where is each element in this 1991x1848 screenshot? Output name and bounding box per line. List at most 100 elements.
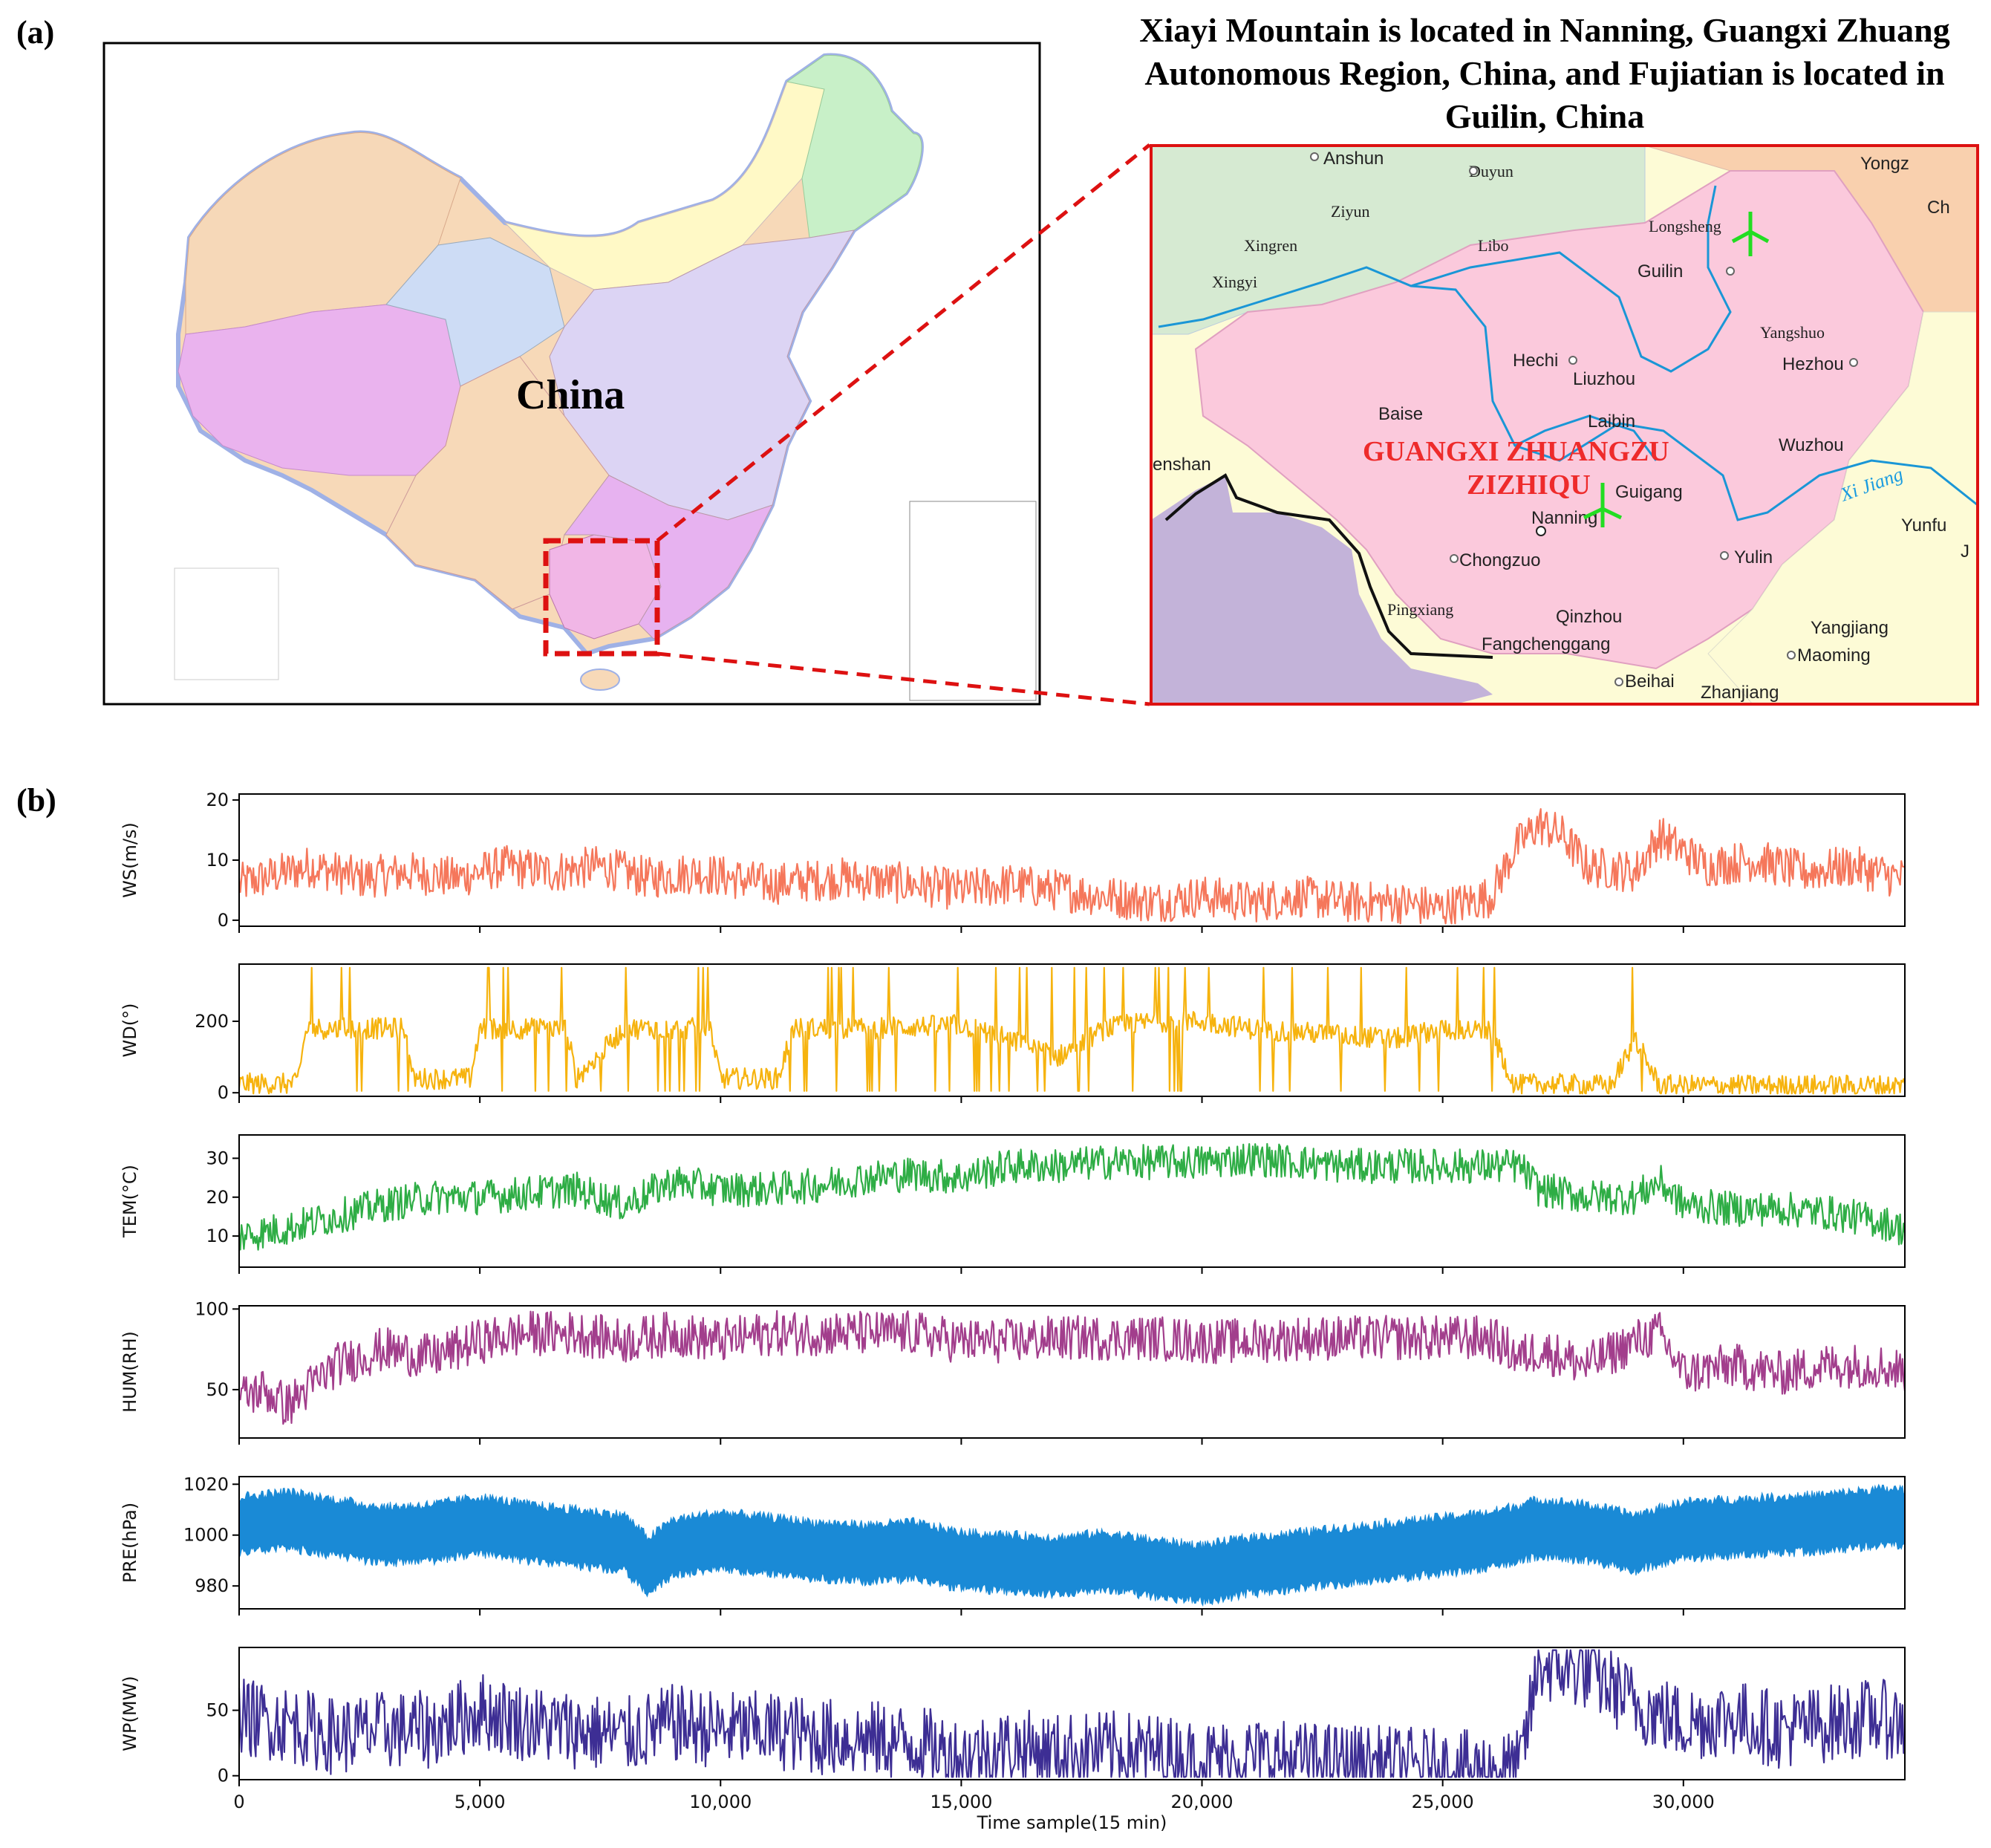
y-tick-label: 50	[206, 1379, 229, 1400]
city-dot	[1849, 358, 1858, 367]
guangdong-region	[1707, 311, 1978, 704]
map-panel: China Anshun Yongz Ch Guilin Hechi Liuzh…	[102, 42, 1979, 706]
x-tick-label: 25,000	[1412, 1792, 1474, 1812]
y-tick-label: 1020	[183, 1474, 229, 1494]
subplot-temc: 10 20 30 TEM(°C)	[120, 1134, 1906, 1274]
subplot-wpmw: 0 50 WP(MW)	[120, 1647, 1906, 1786]
city-label: Libo	[1478, 236, 1509, 255]
city-label: Zhanjiang	[1701, 683, 1779, 703]
x-tick-label: 30,000	[1652, 1792, 1715, 1812]
y-axis-label: PRE(hPa)	[120, 1503, 140, 1583]
city-dot	[1787, 651, 1796, 660]
series-line	[238, 1142, 1906, 1251]
city-label: Yangjiang	[1811, 618, 1889, 638]
axes-frame	[238, 1647, 1906, 1780]
subplot-humrh: 50 100 HUM(RH)	[120, 1298, 1906, 1445]
y-axis-label: HUM(RH)	[120, 1331, 140, 1413]
y-tick-label: 980	[195, 1575, 229, 1596]
city-label: Ziyun	[1331, 202, 1370, 221]
connector-line-bottom	[656, 651, 1150, 706]
y-tick-label: 0	[218, 1766, 229, 1786]
subplot-wsms: 0 10 20 WS(m/s)	[120, 790, 1906, 933]
map-caption: Xiayi Mountain is located in Nanning, Gu…	[1139, 11, 1950, 135]
city-label: Guigang	[1615, 482, 1683, 502]
series-line	[238, 1649, 1906, 1778]
southeast-region	[564, 475, 773, 640]
y-tick-label: 200	[195, 1011, 229, 1032]
city-label: Liuzhou	[1573, 369, 1635, 389]
connector-line-top	[656, 143, 1151, 542]
map-legend-box	[174, 567, 279, 680]
y-tick-label: 1000	[183, 1525, 229, 1546]
china-label: China	[516, 372, 625, 418]
x-tick-label: 20,000	[1171, 1792, 1234, 1812]
city-label: Maoming	[1797, 645, 1871, 666]
city-label: Xingren	[1244, 236, 1297, 255]
city-label: Yangshuo	[1760, 323, 1825, 342]
city-label: Laibin	[1588, 411, 1635, 432]
series-line	[238, 1309, 1906, 1425]
city-label: Beihai	[1625, 671, 1675, 692]
city-dot	[1310, 152, 1319, 161]
y-tick-label: 10	[206, 1226, 229, 1246]
series-area	[238, 1483, 1906, 1607]
x-tick-label: 5,000	[454, 1792, 506, 1812]
guangxi-inset-map: Anshun Yongz Ch Guilin Hechi Liuzhou Hez…	[1150, 144, 1979, 706]
city-dot	[1469, 166, 1478, 175]
region-label: GUANGXI ZHUANGZU	[1363, 436, 1669, 467]
hainan-island	[580, 668, 620, 691]
region-label: ZIZHIQU	[1467, 469, 1591, 501]
city-dot	[1614, 677, 1623, 686]
river-branch-south	[1514, 414, 1658, 461]
inset-map-frame	[1150, 144, 1979, 706]
axes-frame	[238, 1476, 1906, 1610]
city-label: Qinzhou	[1556, 607, 1622, 627]
city-label: Yunfu	[1901, 515, 1946, 536]
y-tick-label: 30	[206, 1148, 229, 1168]
subplot-prehpa: 980 1000 1020 PRE(hPa)	[120, 1474, 1906, 1616]
x-tick-label: 10,000	[689, 1792, 752, 1812]
y-axis-label: WS(m/s)	[120, 822, 140, 898]
xinjiang-region	[185, 132, 461, 335]
y-axis-label: WD(°)	[120, 1003, 140, 1058]
y-tick-label: 10	[206, 850, 229, 871]
x-tick-label: 15,000	[930, 1792, 992, 1812]
axes-frame	[238, 793, 1906, 927]
y-tick-label: 0	[218, 910, 229, 931]
panel-label-b: (b)	[16, 782, 56, 819]
city-dot	[1568, 356, 1577, 365]
y-tick-label: 20	[206, 790, 229, 810]
y-tick-label: 20	[206, 1187, 229, 1208]
northeast-region	[786, 55, 922, 238]
x-tick-label: 0	[233, 1792, 244, 1812]
city-label: Yongz	[1860, 154, 1909, 174]
axes-frame	[238, 1134, 1906, 1268]
y-axis-label: WP(MW)	[120, 1676, 140, 1751]
china-overview-map: China	[102, 42, 1041, 706]
city-label: Longsheng	[1649, 217, 1721, 235]
subplot-wd: 0 200 WD(°)	[120, 963, 1906, 1103]
city-dot	[1726, 267, 1735, 276]
x-axis-label: Time sample(15 min)	[977, 1812, 1167, 1833]
city-label: Baise	[1378, 404, 1423, 424]
vietnam-border-band	[1151, 475, 1493, 704]
y-tick-label: 0	[218, 1082, 229, 1103]
city-dot	[1450, 554, 1459, 563]
city-label: Yulin	[1734, 547, 1773, 567]
highlight-box	[543, 538, 660, 657]
wind-turbine-icon	[1731, 212, 1770, 256]
city-label: Anshun	[1323, 149, 1384, 169]
series-line	[238, 808, 1906, 925]
city-label: Ch	[1927, 198, 1950, 218]
panel-label-a: (a)	[16, 14, 55, 51]
wind-turbine-icon	[1583, 483, 1623, 527]
axes-frame	[238, 963, 1906, 1097]
city-label: Pingxiang	[1387, 600, 1453, 619]
city-dot	[1536, 526, 1546, 536]
south-china-sea-inset	[909, 501, 1037, 701]
city-label: Hechi	[1513, 351, 1558, 371]
city-label: Fangchenggang	[1482, 634, 1610, 654]
city-label: Wuzhou	[1779, 435, 1844, 455]
river-branch-north	[1410, 185, 1732, 373]
axes-frame	[238, 1305, 1906, 1439]
